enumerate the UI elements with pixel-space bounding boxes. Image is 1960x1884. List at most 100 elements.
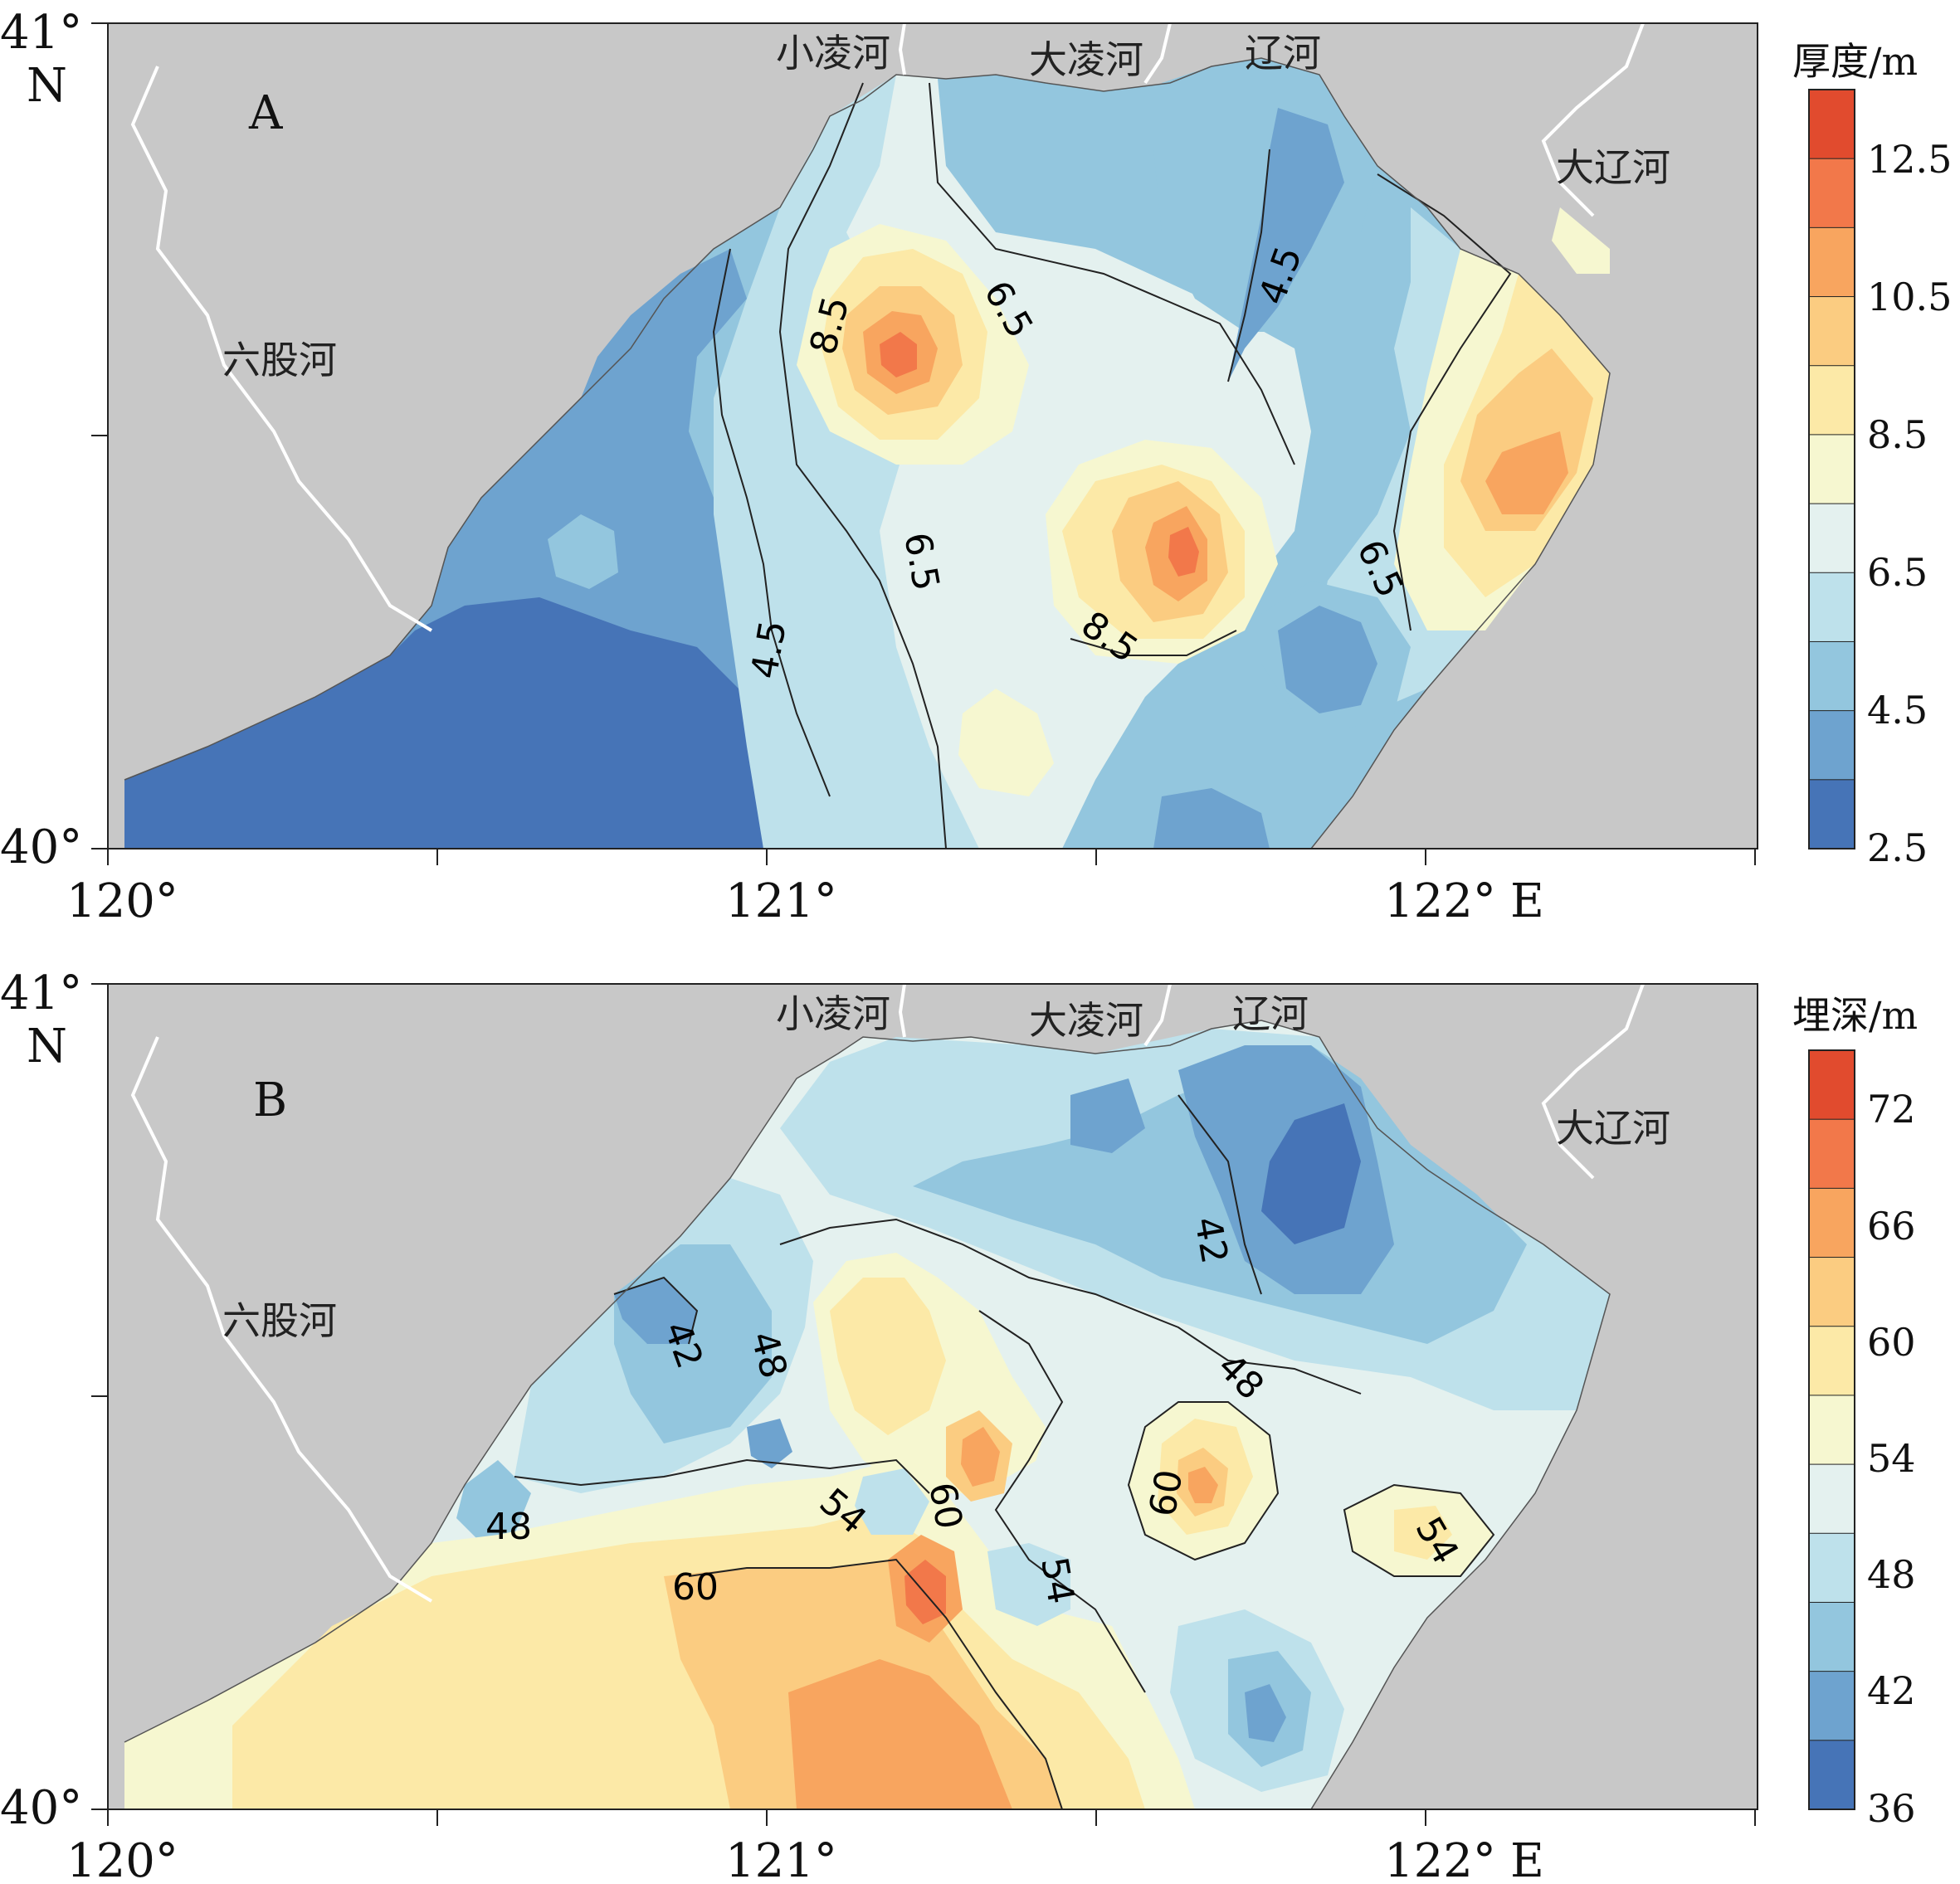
panel-a-colorbar: 厚度/m 12.5 10.5 8.5 6.5 4.5 2.5 xyxy=(1792,39,1952,870)
colorbar-swatch xyxy=(1808,1463,1855,1535)
colorbar-swatch xyxy=(1808,226,1855,298)
panel-b-lon-121: 121° xyxy=(725,1834,837,1884)
colorbar-swatch xyxy=(1808,640,1855,712)
panel-b-center-tongue xyxy=(979,1311,1178,1560)
panel-a-cb-tick: 10.5 xyxy=(1867,275,1952,319)
panel-b-lon-120: 120° xyxy=(66,1834,178,1884)
panel-a-letter: A xyxy=(248,86,283,140)
panel-b-cb-tick: 42 xyxy=(1867,1668,1916,1713)
panel-a-rivers xyxy=(130,23,1645,632)
colorbar-swatch xyxy=(1808,1740,1855,1810)
panel-a-ne-mouth xyxy=(1552,207,1610,274)
colorbar-swatch xyxy=(1808,1049,1855,1121)
colorbar-swatch xyxy=(1808,779,1855,850)
panel-a-cb-tick: 6.5 xyxy=(1867,550,1928,595)
panel-b-west-blue-5 xyxy=(456,1460,531,1543)
panel-a-lat-bottom: 40° xyxy=(0,820,82,874)
panel-a-contour-label: 6.5 xyxy=(895,529,947,594)
panel-a-lon-e: E xyxy=(1510,874,1544,928)
colorbar-swatch xyxy=(1808,1257,1855,1327)
panel-a-river-daling: 大凌河 xyxy=(1029,37,1143,82)
panel-b-letter: B xyxy=(253,1073,287,1127)
panel-b-river-daling: 大凌河 xyxy=(1029,998,1143,1043)
panel-b-cb-tick: 72 xyxy=(1867,1087,1916,1132)
panel-b-lat-n: N xyxy=(27,1020,67,1073)
panel-a-colorbar-title: 厚度/m xyxy=(1792,39,1918,84)
panel-a: 41° N 40° 120° 121° 122° E A 小凌河 大凌河 辽河 … xyxy=(0,6,1952,928)
panel-b-lon-e: E xyxy=(1510,1834,1544,1884)
panel-b-contour-label: 60 xyxy=(920,1479,970,1532)
panel-b-south-warm-4 xyxy=(788,1659,1012,1809)
river-daling-line xyxy=(1143,23,1172,85)
panel-a-lon-121: 121° xyxy=(725,874,837,928)
panel-b-river-daliao: 大辽河 xyxy=(1556,1106,1670,1151)
panel-b-lat-bottom: 40° xyxy=(0,1781,82,1835)
panel-b-se-blue-3 xyxy=(1245,1684,1286,1742)
panel-b-contour-label: 42 xyxy=(1186,1214,1236,1267)
panel-b-contour-label: 48 xyxy=(485,1506,532,1548)
colorbar-swatch xyxy=(1808,296,1855,367)
panel-a-cb-tick: 4.5 xyxy=(1867,688,1928,733)
colorbar-swatch xyxy=(1808,1532,1855,1604)
colorbar-swatch xyxy=(1808,1118,1855,1190)
panel-b-north-blue-4 xyxy=(1261,1103,1361,1244)
panel-a-contours xyxy=(712,82,1512,849)
colorbar-swatch xyxy=(1808,1671,1855,1741)
panel-b-center-blue-2 xyxy=(855,1468,929,1535)
panel-b-map xyxy=(108,984,1758,1809)
panel-b: 41° N 40° 120° 121° 122° E B 小凌河 大凌河 辽河 … xyxy=(0,966,1918,1884)
panel-b-coastline xyxy=(124,1020,1611,1809)
river-liugu-line xyxy=(130,66,433,632)
river-daliao-line xyxy=(1541,23,1645,217)
panel-a-band-center xyxy=(714,75,996,849)
panel-a-lon-120: 120° xyxy=(66,874,178,928)
panel-a-ne-channel-dark xyxy=(1228,108,1344,382)
river-liugu-line xyxy=(130,1036,433,1603)
panel-b-cb-tick: 66 xyxy=(1867,1204,1916,1249)
panel-b-colorbar-title: 埋深/m xyxy=(1792,993,1918,1038)
colorbar-swatch xyxy=(1808,572,1855,643)
river-xiaoling-line xyxy=(898,984,906,1038)
colorbar-swatch xyxy=(1808,1187,1855,1258)
panel-b-colorbar: 埋深/m 72 66 60 54 48 42 36 xyxy=(1792,993,1918,1831)
panel-b-river-xiaoling: 小凌河 xyxy=(776,991,890,1036)
panel-b-center-warm-2 xyxy=(830,1278,946,1435)
panel-b-north-blue-5 xyxy=(1070,1078,1145,1153)
panel-b-contour-label: 54 xyxy=(1032,1554,1082,1607)
panel-a-map xyxy=(108,23,1758,849)
panel-a-band-east-core xyxy=(1485,431,1568,514)
panel-b-contours xyxy=(514,1094,1495,1809)
panel-b-contour-label: 60 xyxy=(672,1566,719,1609)
colorbar-swatch xyxy=(1808,434,1855,505)
panel-b-cb-tick: 54 xyxy=(1867,1436,1916,1481)
panel-a-lobe-west-5 xyxy=(880,332,917,377)
panel-a-s-yellow xyxy=(958,689,1054,796)
panel-a-river-liugu: 六股河 xyxy=(222,338,337,382)
panel-b-contour-label: 60 xyxy=(1142,1467,1192,1520)
panel-a-river-daliao: 大辽河 xyxy=(1556,145,1670,190)
panel-b-center-blue xyxy=(987,1543,1070,1626)
panel-a-w-patch xyxy=(548,514,618,589)
panel-a-colorbar-swatches xyxy=(1808,89,1855,850)
river-daling-line xyxy=(1143,984,1172,1047)
panel-b-lon-122: 122° xyxy=(1384,1834,1496,1884)
colorbar-swatch xyxy=(1808,1395,1855,1466)
colorbar-swatch xyxy=(1808,365,1855,436)
panel-b-ticks xyxy=(91,983,1756,1826)
river-xiaoling-line xyxy=(898,23,906,75)
colorbar-swatch xyxy=(1808,710,1855,781)
panel-b-cb-tick: 60 xyxy=(1867,1320,1916,1365)
panel-a-lat-n: N xyxy=(27,59,67,113)
panel-a-ticks xyxy=(91,22,1756,865)
panel-a-contour-label: 4.5 xyxy=(744,617,795,682)
panel-b-far-east-yellow-2 xyxy=(1394,1506,1452,1560)
panel-b-cb-tick: 36 xyxy=(1867,1786,1916,1831)
panel-b-west-blue-4 xyxy=(747,1419,792,1468)
panel-b-west-blue-3 xyxy=(614,1278,697,1344)
panel-b-south-core-2 xyxy=(904,1560,946,1624)
panel-b-lat-top: 41° xyxy=(0,966,82,1020)
panel-b-river-liugu: 六股河 xyxy=(222,1298,337,1343)
panel-b-east-warm-4 xyxy=(1188,1467,1218,1503)
panel-b-center-warm-4 xyxy=(961,1427,1000,1487)
